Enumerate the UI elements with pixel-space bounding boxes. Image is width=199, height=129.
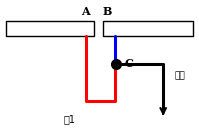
- Bar: [6, 21, 94, 36]
- Text: A: A: [81, 6, 90, 17]
- Text: B: B: [103, 6, 112, 17]
- Bar: [103, 21, 193, 36]
- Text: 馈线: 馈线: [174, 71, 185, 80]
- Text: 图1: 图1: [64, 114, 76, 124]
- Text: C: C: [124, 58, 133, 69]
